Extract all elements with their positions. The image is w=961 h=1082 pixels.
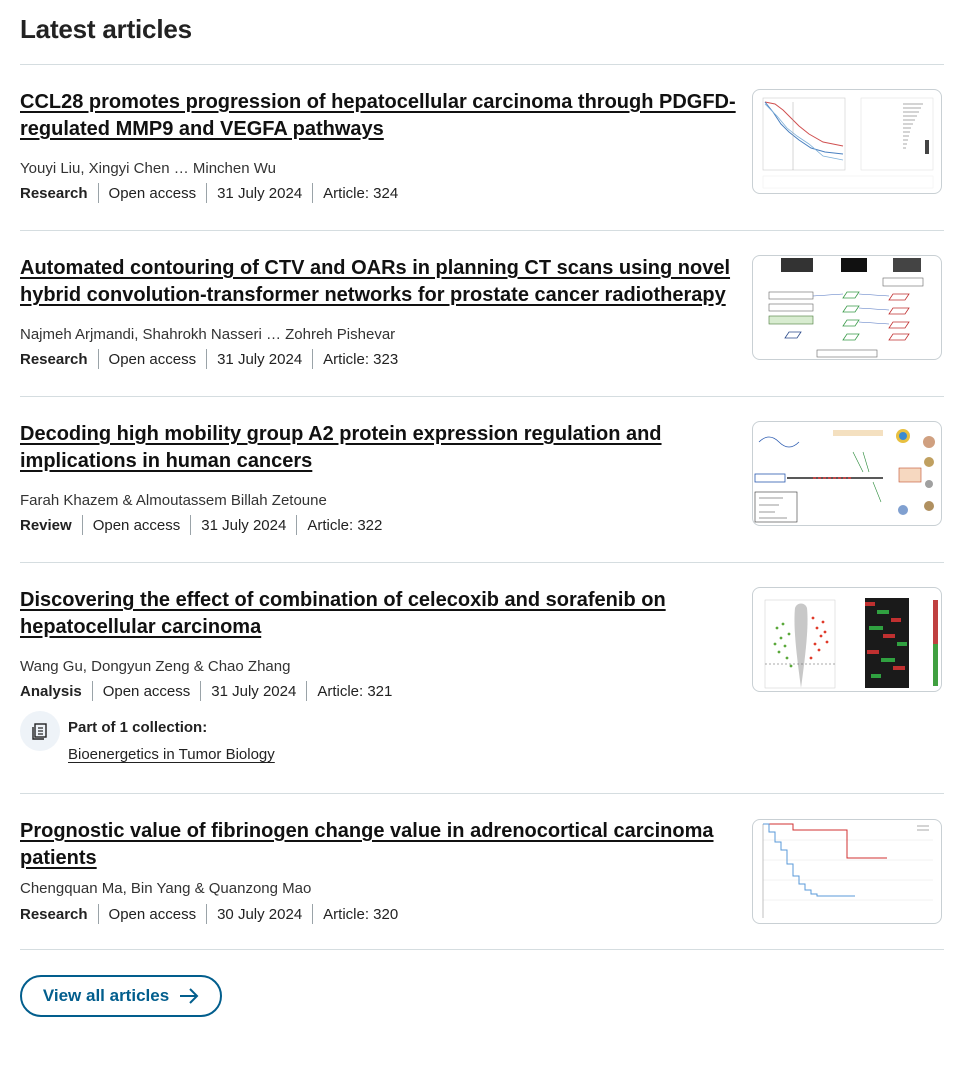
article-meta: Analysis Open access 31 July 2024 Articl… [20, 681, 392, 701]
view-all-label: View all articles [42, 986, 170, 1005]
article-title-link[interactable]: CCL28 promotes progression of hepatocell… [20, 91, 736, 140]
meta-separator [190, 515, 192, 535]
article-authors: Najmeh Arjmandi, Shahrokh Nasseri … Zohr… [20, 326, 396, 343]
publication-date: 31 July 2024 [201, 516, 287, 534]
collection-label: Part of 1 collection: [68, 719, 208, 736]
article-type: Research [20, 905, 88, 923]
open-access-label: Open access [108, 350, 197, 368]
arrow-right-icon [180, 988, 199, 1004]
meta-separator [312, 904, 314, 924]
divider [20, 949, 944, 950]
survival-curve-figure [762, 97, 934, 189]
section-title: Latest articles [20, 14, 192, 44]
open-access-label: Open access [108, 905, 197, 923]
article-meta: Research Open access 30 July 2024 Articl… [20, 904, 398, 924]
article-item: Automated contouring of CTV and OARs in … [20, 255, 944, 380]
meta-separator [91, 681, 93, 701]
article-title-link[interactable]: Prognostic value of fibrinogen change va… [20, 820, 714, 869]
meta-separator [97, 183, 99, 203]
divider [20, 396, 944, 397]
article-thumbnail[interactable] [752, 819, 942, 924]
article-type: Analysis [20, 682, 82, 700]
open-access-label: Open access [92, 516, 181, 534]
meta-separator [312, 183, 314, 203]
article-number: Article: 320 [323, 905, 399, 923]
meta-separator [312, 349, 314, 369]
volcano-heatmap-figure [764, 598, 938, 689]
article-item: Prognostic value of fibrinogen change va… [20, 818, 944, 933]
kaplan-meier-figure [762, 823, 933, 918]
publication-date: 31 July 2024 [217, 184, 303, 202]
network-architecture-figure [768, 258, 924, 358]
article-number: Article: 322 [307, 516, 383, 534]
divider [20, 793, 944, 794]
article-thumbnail[interactable] [752, 587, 942, 692]
meta-separator [306, 681, 308, 701]
article-item: Decoding high mobility group A2 protein … [20, 421, 944, 546]
divider [20, 562, 944, 563]
article-thumbnail[interactable] [752, 89, 942, 194]
open-access-label: Open access [108, 184, 197, 202]
pathway-diagram-figure [754, 429, 935, 523]
divider [20, 230, 944, 231]
article-number: Article: 324 [323, 184, 399, 202]
publication-date: 30 July 2024 [217, 905, 303, 923]
collection-icon [20, 711, 60, 751]
collection-link[interactable]: Bioenergetics in Tumor Biology [68, 746, 275, 763]
open-access-label: Open access [102, 682, 191, 700]
meta-separator [97, 904, 99, 924]
article-item: CCL28 promotes progression of hepatocell… [20, 89, 944, 214]
meta-separator [81, 515, 83, 535]
divider [20, 64, 944, 65]
article-meta: Research Open access 31 July 2024 Articl… [20, 183, 398, 203]
meta-separator [206, 183, 208, 203]
publication-date: 31 July 2024 [211, 682, 297, 700]
collection-info: Part of 1 collection: Bioenergetics in T… [20, 711, 340, 765]
view-all-articles-button[interactable]: View all articles [20, 975, 222, 1017]
article-number: Article: 321 [317, 682, 393, 700]
meta-separator [296, 515, 298, 535]
meta-separator [200, 681, 202, 701]
publication-date: 31 July 2024 [217, 350, 303, 368]
article-authors: Youyi Liu, Xingyi Chen … Minchen Wu [20, 160, 276, 177]
article-title-link[interactable]: Automated contouring of CTV and OARs in … [20, 257, 731, 306]
meta-separator [206, 349, 208, 369]
article-title-link[interactable]: Decoding high mobility group A2 protein … [20, 423, 662, 472]
article-type: Research [20, 184, 88, 202]
article-meta: Review Open access 31 July 2024 Article:… [20, 515, 382, 535]
article-item: Discovering the effect of combination of… [20, 587, 944, 777]
article-authors: Chengquan Ma, Bin Yang & Quanzong Mao [20, 880, 312, 897]
meta-separator [206, 904, 208, 924]
article-type: Research [20, 350, 88, 368]
article-number: Article: 323 [323, 350, 399, 368]
article-thumbnail[interactable] [752, 421, 942, 526]
article-type: Review [20, 516, 72, 534]
meta-separator [97, 349, 99, 369]
article-title-link[interactable]: Discovering the effect of combination of… [20, 589, 666, 638]
article-authors: Farah Khazem & Almoutassem Billah Zetoun… [20, 492, 327, 509]
article-authors: Wang Gu, Dongyun Zeng & Chao Zhang [20, 658, 291, 675]
article-thumbnail[interactable] [752, 255, 942, 360]
article-meta: Research Open access 31 July 2024 Articl… [20, 349, 398, 369]
